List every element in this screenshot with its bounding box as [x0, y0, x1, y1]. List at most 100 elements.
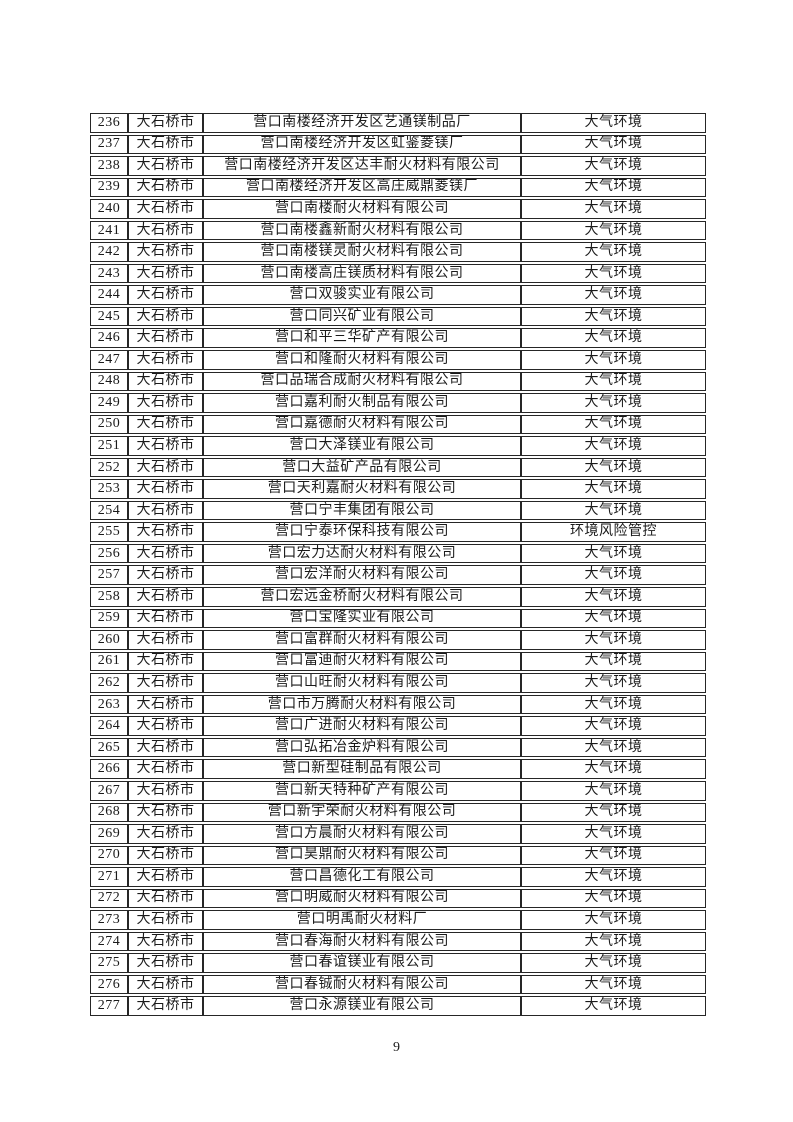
category-cell: 大气环境 [521, 242, 706, 262]
city-cell: 大石桥市 [128, 242, 203, 262]
category-cell: 大气环境 [521, 393, 706, 413]
table-row: 261 大石桥市 营口富迪耐火材料有限公司 大气环境 [90, 651, 706, 672]
category-cell: 大气环境 [521, 780, 706, 801]
table-row: 243 大石桥市 营口南楼高庄镁质材料有限公司 大气环境 [90, 263, 706, 284]
company-name-cell: 营口广进耐火材料有限公司 [203, 716, 521, 736]
city-cell: 大石桥市 [128, 608, 203, 629]
city-cell: 大石桥市 [128, 500, 203, 521]
row-number-cell: 242 [90, 242, 128, 262]
company-name-cell: 营口南楼高庄镁质材料有限公司 [203, 263, 521, 284]
company-name-cell: 营口嘉德耐火材料有限公司 [203, 414, 521, 435]
company-name-cell: 营口南楼镁灵耐火材料有限公司 [203, 242, 521, 262]
city-cell: 大石桥市 [128, 177, 203, 198]
category-cell: 大气环境 [521, 759, 706, 779]
company-name-cell: 营口明威耐火材料有限公司 [203, 888, 521, 909]
row-number-cell: 264 [90, 716, 128, 736]
category-cell: 大气环境 [521, 608, 706, 629]
city-cell: 大石桥市 [128, 931, 203, 952]
city-cell: 大石桥市 [128, 306, 203, 327]
row-number-cell: 250 [90, 414, 128, 435]
city-cell: 大石桥市 [128, 630, 203, 650]
category-cell: 大气环境 [521, 328, 706, 349]
company-name-cell: 营口宏远金桥耐火材料有限公司 [203, 587, 521, 607]
city-cell: 大石桥市 [128, 716, 203, 736]
table-row: 269 大石桥市 营口方晨耐火材料有限公司 大气环境 [90, 824, 706, 844]
category-cell: 大气环境 [521, 953, 706, 973]
category-cell: 大气环境 [521, 436, 706, 456]
company-name-cell: 营口南楼经济开发区达丰耐火材料有限公司 [203, 156, 521, 176]
city-cell: 大石桥市 [128, 479, 203, 499]
city-cell: 大石桥市 [128, 996, 203, 1016]
table-row: 237 大石桥市 营口南楼经济开发区虹鉴菱镁厂 大气环境 [90, 134, 706, 155]
city-cell: 大石桥市 [128, 199, 203, 219]
row-number-cell: 241 [90, 220, 128, 241]
category-cell: 大气环境 [521, 134, 706, 155]
company-name-cell: 营口新天特种矿产有限公司 [203, 780, 521, 801]
row-number-cell: 237 [90, 134, 128, 155]
table-row: 267 大石桥市 营口新天特种矿产有限公司 大气环境 [90, 780, 706, 801]
row-number-cell: 257 [90, 565, 128, 586]
company-name-cell: 营口品瑞合成耐火材料有限公司 [203, 371, 521, 392]
city-cell: 大石桥市 [128, 953, 203, 973]
category-cell: 大气环境 [521, 673, 706, 693]
row-number-cell: 248 [90, 371, 128, 392]
row-number-cell: 261 [90, 651, 128, 672]
table-row: 252 大石桥市 营口大益矿产品有限公司 大气环境 [90, 457, 706, 478]
row-number-cell: 272 [90, 888, 128, 909]
row-number-cell: 245 [90, 306, 128, 327]
table-row: 273 大石桥市 营口明禹耐火材料厂 大气环境 [90, 910, 706, 930]
company-name-cell: 营口宝隆实业有限公司 [203, 608, 521, 629]
company-name-cell: 营口市万腾耐火材料有限公司 [203, 694, 521, 715]
category-cell: 大气环境 [521, 350, 706, 370]
row-number-cell: 238 [90, 156, 128, 176]
row-number-cell: 267 [90, 780, 128, 801]
table-row: 268 大石桥市 营口新宇荣耐火材料有限公司 大气环境 [90, 802, 706, 823]
city-cell: 大石桥市 [128, 156, 203, 176]
city-cell: 大石桥市 [128, 350, 203, 370]
company-name-cell: 营口南楼耐火材料有限公司 [203, 199, 521, 219]
company-name-cell: 营口明禹耐火材料厂 [203, 910, 521, 930]
table-row: 258 大石桥市 营口宏远金桥耐火材料有限公司 大气环境 [90, 587, 706, 607]
city-cell: 大石桥市 [128, 651, 203, 672]
company-name-cell: 营口双骏实业有限公司 [203, 285, 521, 305]
category-cell: 大气环境 [521, 888, 706, 909]
company-name-cell: 营口弘拓冶金炉料有限公司 [203, 737, 521, 758]
city-cell: 大石桥市 [128, 328, 203, 349]
row-number-cell: 269 [90, 824, 128, 844]
city-cell: 大石桥市 [128, 393, 203, 413]
category-cell: 大气环境 [521, 156, 706, 176]
company-name-cell: 营口方晨耐火材料有限公司 [203, 824, 521, 844]
row-number-cell: 262 [90, 673, 128, 693]
row-number-cell: 246 [90, 328, 128, 349]
category-cell: 大气环境 [521, 199, 706, 219]
city-cell: 大石桥市 [128, 737, 203, 758]
company-name-cell: 营口昌德化工有限公司 [203, 867, 521, 887]
table-row: 254 大石桥市 营口宁丰集团有限公司 大气环境 [90, 500, 706, 521]
city-cell: 大石桥市 [128, 220, 203, 241]
row-number-cell: 247 [90, 350, 128, 370]
company-name-cell: 营口大泽镁业有限公司 [203, 436, 521, 456]
category-cell: 大气环境 [521, 716, 706, 736]
table-row: 251 大石桥市 营口大泽镁业有限公司 大气环境 [90, 436, 706, 456]
row-number-cell: 270 [90, 845, 128, 866]
row-number-cell: 239 [90, 177, 128, 198]
company-name-cell: 营口春谊镁业有限公司 [203, 953, 521, 973]
category-cell: 环境风险管控 [521, 522, 706, 542]
company-name-cell: 营口和隆耐火材料有限公司 [203, 350, 521, 370]
table-row: 266 大石桥市 营口新型硅制品有限公司 大气环境 [90, 759, 706, 779]
city-cell: 大石桥市 [128, 414, 203, 435]
company-name-cell: 营口富迪耐火材料有限公司 [203, 651, 521, 672]
city-cell: 大石桥市 [128, 759, 203, 779]
table-row: 255 大石桥市 营口宁泰环保科技有限公司 环境风险管控 [90, 522, 706, 542]
row-number-cell: 256 [90, 543, 128, 564]
table-row: 241 大石桥市 营口南楼鑫新耐火材料有限公司 大气环境 [90, 220, 706, 241]
row-number-cell: 252 [90, 457, 128, 478]
table-row: 270 大石桥市 营口昊鼎耐火材料有限公司 大气环境 [90, 845, 706, 866]
company-name-cell: 营口富群耐火材料有限公司 [203, 630, 521, 650]
table-row: 249 大石桥市 营口嘉利耐火制品有限公司 大气环境 [90, 393, 706, 413]
table-row: 253 大石桥市 营口天利嘉耐火材料有限公司 大气环境 [90, 479, 706, 499]
table-row: 242 大石桥市 营口南楼镁灵耐火材料有限公司 大气环境 [90, 242, 706, 262]
category-cell: 大气环境 [521, 414, 706, 435]
row-number-cell: 236 [90, 113, 128, 133]
